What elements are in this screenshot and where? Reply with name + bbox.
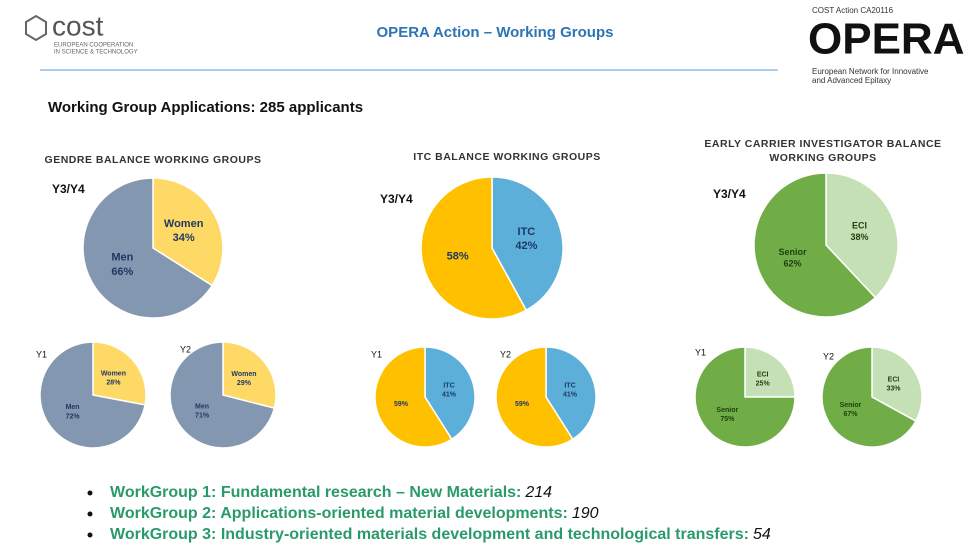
pie-slice [825,172,899,299]
slice-label: Women [101,370,126,377]
pie-slice [491,176,564,312]
cost-line: IN SCIENCE & TECHNOLOGY [54,50,138,56]
slice-value: 67% [843,411,858,418]
pie-title: Y2 [823,351,834,361]
slice-value: 33% [887,386,902,393]
slice-value: 62% [784,258,802,268]
cost-line: EUROPEAN COOPERATION [54,43,133,49]
opera-line: and Advanced Epitaxy [812,76,891,85]
slice-value: 66% [111,266,133,278]
pie-title: Y1 [36,349,47,359]
slice-value: 71% [195,413,210,420]
slice-value: 75% [720,416,735,423]
bullet-count: 214 [524,484,552,501]
slice-value: 59% [515,401,530,408]
group-title: GENDRE BALANCE WORKING GROUPS [45,154,262,166]
slice-label: ECI [757,372,769,379]
bullet-text: WorkGroup 3: Industry-oriented materials… [110,526,749,543]
slice-label: Men [195,404,209,411]
bullet-dot [87,490,93,496]
pie-slice [694,346,796,448]
slice-label: ITC [564,382,575,389]
slice-value: 59% [394,401,409,408]
pie-slice [92,341,147,406]
slice-value: 38% [850,232,868,242]
bullet-item: WorkGroup 1: Fundamental research – New … [110,484,552,501]
slide-title: OPERA Action – Working Groups [377,24,614,41]
slice-label: ITC [518,226,536,238]
pie-title: Y3/Y4 [52,182,85,196]
slice-label: Men [111,252,133,264]
slice-label: Women [231,371,256,378]
pie-title: Y1 [695,347,706,357]
opera-logo: OPERA [808,15,964,64]
pie-slice [821,346,917,448]
slice-value: 25% [756,381,771,388]
bullet-item: WorkGroup 2: Applications-oriented mater… [110,505,599,522]
bullet-item: WorkGroup 3: Industry-oriented materials… [110,526,771,543]
pie-title: Y2 [180,344,191,354]
slice-value: 58% [447,251,469,263]
slice-value: 28% [106,380,121,387]
pie-slice [222,341,277,410]
slice-value: 29% [237,380,252,387]
heading: Working Group Applications: 285 applican… [48,99,363,116]
bullet-dot [87,532,93,538]
slice-label: Women [164,218,204,230]
group-title: ITC BALANCE WORKING GROUPS [413,151,600,163]
bullet-dot [87,511,93,517]
slice-value: 42% [515,240,537,252]
pie-slice [871,346,923,423]
group-title: EARLY CARRIER INVESTIGATOR BALANCE [704,138,941,150]
pie-slice [169,341,276,449]
slice-value: 72% [66,413,81,420]
pie-title: Y1 [371,349,382,359]
slice-value: 41% [563,391,578,398]
slice-value: 41% [442,391,457,398]
cost-logo-mark [25,14,47,42]
pie-title: Y2 [500,349,511,359]
action-code: COST Action CA20116 [812,6,894,15]
pie-title: Y3/Y4 [713,187,746,201]
slice-label: Senior [779,247,808,257]
pie-slice [753,172,877,318]
slice-label: ECI [852,220,867,230]
slice-label: Senior [840,402,862,409]
pie-slice [39,341,146,449]
bullet-count: 190 [572,505,599,522]
bullet-text: WorkGroup 1: Fundamental research – New … [110,484,521,501]
pie-slice [495,346,574,448]
opera-line: European Network for Innovative [812,67,929,76]
pie-slice [374,346,453,448]
slice-label: ITC [443,382,454,389]
slice-label: ECI [888,377,900,384]
pie-title: Y3/Y4 [380,192,413,206]
slice-label: Men [66,404,80,411]
pie-slice [420,176,528,320]
pie-slice [82,177,214,319]
bullet-count: 54 [753,526,771,543]
cost-logo: cost [52,10,104,41]
group-title: WORKING GROUPS [769,152,876,164]
slice-label: Senior [716,407,738,414]
pie-slice [744,346,796,398]
slice-value: 34% [173,232,195,244]
bullet-text: WorkGroup 2: Applications-oriented mater… [110,505,568,522]
